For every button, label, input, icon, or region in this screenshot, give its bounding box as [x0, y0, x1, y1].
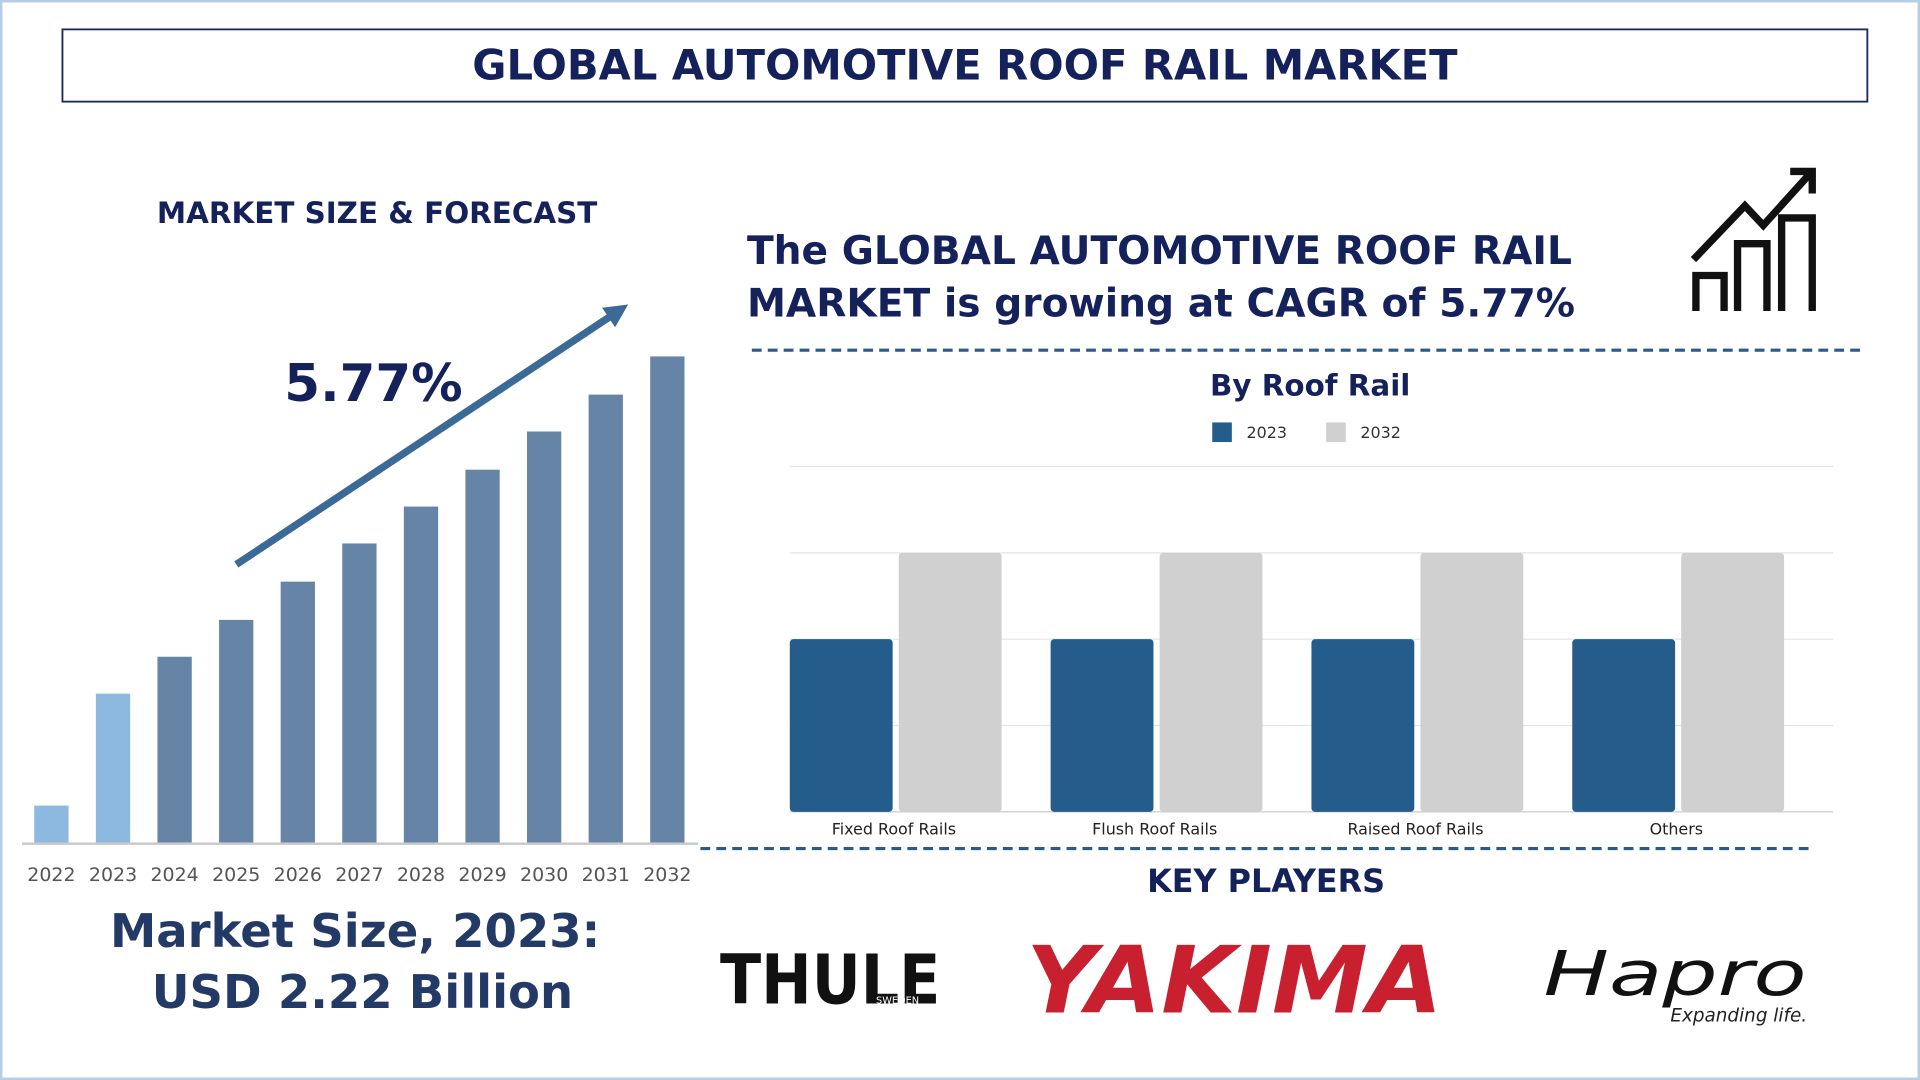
- bar: [403, 506, 439, 843]
- bar: [650, 356, 685, 843]
- x-tick-label: Raised Roof Rails: [1347, 820, 1483, 839]
- x-tick-label: 2028: [397, 864, 445, 886]
- x-tick-label: 2027: [335, 864, 383, 886]
- bar: [465, 469, 500, 843]
- bar: [1159, 552, 1263, 812]
- legend-label: 2023: [1247, 423, 1287, 442]
- bar: [1050, 639, 1154, 812]
- bar: [1572, 639, 1676, 812]
- x-tick-label: 2029: [458, 864, 506, 886]
- logo: Hapro: [1543, 939, 1806, 1010]
- x-tick-label: 2024: [150, 864, 198, 886]
- bar: [1681, 552, 1785, 812]
- bar: [157, 656, 192, 843]
- chart-title: MARKET SIZE & FORECAST: [157, 196, 597, 230]
- bar: [280, 581, 315, 843]
- growth-icon: [1690, 167, 1816, 312]
- bar: [342, 543, 377, 843]
- legend-swatch: [1326, 422, 1346, 443]
- bar: [95, 693, 131, 843]
- legend-label: 2032: [1360, 423, 1400, 442]
- market-size-label: Market Size, 2023:: [110, 904, 600, 958]
- x-tick-label: 2026: [274, 864, 322, 886]
- cagr-annotation: 5.77%: [284, 354, 462, 414]
- key-players-title: KEY PLAYERS: [1147, 862, 1385, 900]
- chart-title: By Roof Rail: [1210, 368, 1410, 402]
- x-tick-label: 2032: [643, 864, 691, 886]
- bar: [34, 805, 69, 843]
- bar: [588, 394, 623, 843]
- x-tick-label: Others: [1650, 820, 1703, 839]
- headline: MARKET is growing at CAGR of 5.77%: [747, 282, 1575, 327]
- bar: [219, 619, 254, 843]
- logo-tagline: Expanding life.: [1670, 1005, 1807, 1026]
- market-size-value: USD 2.22 Billion: [152, 965, 573, 1019]
- x-tick-label: 2025: [212, 864, 260, 886]
- x-tick-label: Flush Roof Rails: [1092, 820, 1217, 839]
- logo: YAKIMA: [1026, 926, 1442, 1034]
- bar: [789, 639, 893, 812]
- logo-tagline: SWEDEN: [876, 995, 919, 1006]
- bar: [898, 552, 1002, 812]
- x-tick-label: 2030: [520, 864, 568, 886]
- title-box: [61, 28, 1869, 103]
- bar: [1420, 552, 1524, 812]
- page-title: GLOBAL AUTOMOTIVE ROOF RAIL MARKET: [472, 41, 1458, 90]
- headline: The GLOBAL AUTOMOTIVE ROOF RAIL: [747, 229, 1572, 274]
- x-tick-label: 2023: [89, 864, 137, 886]
- x-tick-label: 2031: [582, 864, 630, 886]
- x-tick-label: Fixed Roof Rails: [832, 820, 956, 839]
- x-tick-label: 2022: [27, 864, 75, 886]
- legend-swatch: [1212, 422, 1232, 443]
- logo: THULE: [720, 941, 940, 1021]
- growth-arrow: [234, 304, 629, 568]
- bar: [1311, 639, 1415, 812]
- bar: [527, 431, 562, 843]
